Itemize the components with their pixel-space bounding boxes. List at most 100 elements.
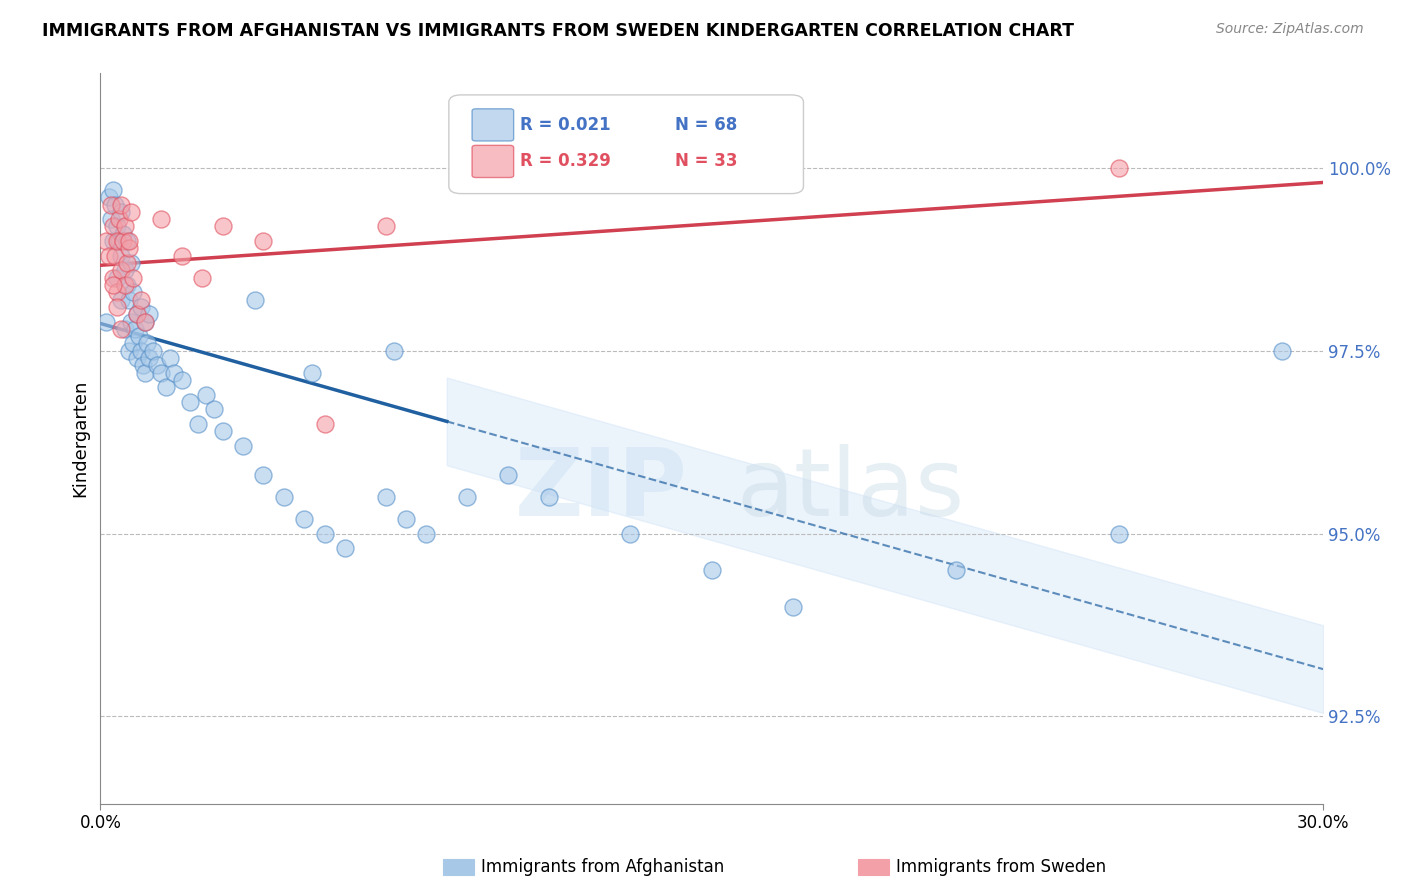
- Point: [101, 183, 124, 197]
- Point: [128, 329, 150, 343]
- Point: [159, 351, 181, 365]
- Point: [314, 526, 336, 541]
- Point: [110, 197, 132, 211]
- Point: [105, 300, 128, 314]
- Point: [104, 197, 127, 211]
- Point: [537, 490, 560, 504]
- Point: [146, 359, 169, 373]
- Point: [110, 293, 132, 307]
- FancyBboxPatch shape: [449, 95, 803, 194]
- Point: [118, 234, 141, 248]
- Point: [179, 395, 201, 409]
- Text: ZIP: ZIP: [515, 443, 688, 536]
- Point: [120, 256, 142, 270]
- Point: [120, 205, 142, 219]
- Point: [114, 263, 136, 277]
- Text: atlas: atlas: [737, 443, 965, 536]
- Point: [110, 249, 132, 263]
- Point: [142, 343, 165, 358]
- Text: Immigrants from Sweden: Immigrants from Sweden: [896, 858, 1105, 876]
- Point: [118, 293, 141, 307]
- Point: [700, 563, 723, 577]
- Point: [114, 322, 136, 336]
- Point: [101, 277, 124, 292]
- Point: [122, 285, 145, 300]
- Point: [170, 373, 193, 387]
- Point: [211, 424, 233, 438]
- Point: [138, 307, 160, 321]
- Point: [252, 234, 274, 248]
- Point: [155, 380, 177, 394]
- Point: [333, 541, 356, 555]
- Point: [292, 512, 315, 526]
- Point: [114, 277, 136, 292]
- Text: R = 0.021: R = 0.021: [520, 116, 610, 134]
- FancyBboxPatch shape: [472, 109, 513, 141]
- Point: [150, 212, 173, 227]
- Point: [945, 563, 967, 577]
- Text: Immigrants from Afghanistan: Immigrants from Afghanistan: [481, 858, 724, 876]
- Point: [138, 351, 160, 365]
- Point: [314, 417, 336, 431]
- Point: [232, 439, 254, 453]
- Point: [96, 234, 118, 248]
- Point: [107, 212, 129, 227]
- Point: [415, 526, 437, 541]
- Point: [125, 307, 148, 321]
- Point: [134, 314, 156, 328]
- Point: [97, 190, 120, 204]
- Point: [111, 227, 134, 241]
- Point: [122, 270, 145, 285]
- Point: [100, 197, 122, 211]
- Point: [136, 336, 159, 351]
- Point: [129, 343, 152, 358]
- Point: [100, 212, 122, 227]
- Point: [101, 234, 124, 248]
- Text: Source: ZipAtlas.com: Source: ZipAtlas.com: [1216, 22, 1364, 37]
- Text: R = 0.329: R = 0.329: [520, 152, 610, 169]
- Point: [110, 263, 132, 277]
- Point: [115, 277, 138, 292]
- Point: [105, 285, 128, 300]
- Point: [134, 314, 156, 328]
- Point: [104, 249, 127, 263]
- Point: [105, 270, 128, 285]
- Point: [395, 512, 418, 526]
- Point: [170, 249, 193, 263]
- Point: [150, 366, 173, 380]
- Point: [110, 322, 132, 336]
- Point: [115, 234, 138, 248]
- Point: [118, 241, 141, 255]
- Point: [129, 293, 152, 307]
- Point: [110, 205, 132, 219]
- Point: [101, 219, 124, 234]
- Point: [301, 366, 323, 380]
- Point: [252, 468, 274, 483]
- Text: N = 68: N = 68: [675, 116, 737, 134]
- Point: [374, 219, 396, 234]
- FancyBboxPatch shape: [472, 145, 513, 178]
- Point: [782, 599, 804, 614]
- Point: [129, 300, 152, 314]
- Point: [118, 343, 141, 358]
- Point: [163, 366, 186, 380]
- Point: [111, 234, 134, 248]
- Point: [132, 359, 155, 373]
- Point: [96, 314, 118, 328]
- Point: [191, 270, 214, 285]
- Point: [211, 219, 233, 234]
- Point: [1108, 161, 1130, 175]
- Point: [134, 366, 156, 380]
- Point: [120, 314, 142, 328]
- Point: [97, 249, 120, 263]
- Point: [382, 343, 405, 358]
- Point: [195, 387, 218, 401]
- Point: [101, 270, 124, 285]
- Point: [114, 219, 136, 234]
- Point: [122, 336, 145, 351]
- Point: [374, 490, 396, 504]
- Point: [125, 307, 148, 321]
- Point: [105, 234, 128, 248]
- Y-axis label: Kindergarten: Kindergarten: [72, 380, 89, 497]
- Point: [204, 402, 226, 417]
